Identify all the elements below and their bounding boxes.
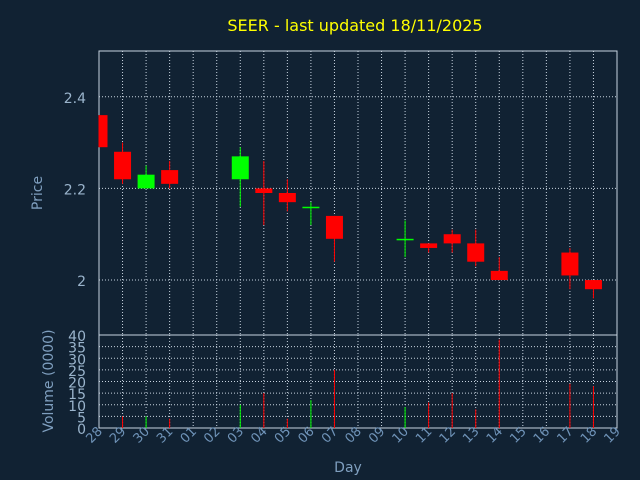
candle-03 — [231, 147, 249, 207]
candle-body — [420, 243, 438, 248]
candle-body — [325, 215, 343, 239]
candle-13 — [467, 229, 485, 267]
candle-18 — [584, 280, 602, 299]
candle-11 — [420, 243, 438, 253]
candle-body — [231, 156, 249, 180]
volume-tick-label: 15 — [68, 387, 86, 403]
candle-10 — [396, 220, 414, 258]
volume-tick-label: 10 — [68, 399, 86, 415]
candle-body — [584, 280, 602, 290]
candle-05 — [278, 179, 296, 212]
candle-17 — [561, 247, 579, 290]
volume-tick-label: 35 — [68, 341, 86, 357]
candle-07 — [325, 215, 343, 262]
volume-axis-label: Volume (0000) — [41, 329, 57, 432]
candle-body — [467, 243, 485, 262]
candle-14 — [490, 257, 508, 281]
volume-bars — [122, 339, 594, 428]
candle-30 — [137, 165, 155, 189]
candle-body — [396, 238, 414, 241]
candle-body — [561, 252, 579, 276]
price-tick-label: 2.4 — [64, 91, 86, 107]
price-tick-label: 2 — [77, 274, 86, 290]
candle-body — [443, 234, 461, 244]
price-tick-labels: 2 2.2 2.4 — [64, 91, 86, 290]
chart-title: SEER - last updated 18/11/2025 — [227, 16, 482, 35]
candle-29 — [114, 142, 132, 184]
candle-28 — [98, 115, 108, 148]
candle-06 — [302, 202, 320, 226]
candle-body — [161, 170, 179, 184]
candle-body — [114, 151, 132, 180]
volume-tick-label: 20 — [68, 376, 86, 392]
candle-body — [255, 188, 273, 193]
volume-tick-label: 5 — [77, 410, 86, 426]
candle-04 — [255, 160, 273, 226]
price-axis-label: Price — [30, 176, 46, 210]
candle-31 — [161, 160, 179, 189]
volume-tick-label: 25 — [68, 364, 86, 380]
day-tick-labels: 28 29 30 31 01 02 03 04 05 06 07 08 09 10 11 12 13 14 15 16… — [84, 424, 624, 446]
price-tick-label: 2.2 — [64, 182, 86, 198]
candle-body — [278, 193, 296, 203]
candle-body — [137, 174, 155, 189]
day-axis-label: Day — [334, 460, 362, 476]
candle-body — [490, 270, 508, 281]
candle-body — [302, 206, 320, 209]
price-candles — [98, 115, 602, 299]
volume-tick-label: 30 — [68, 352, 86, 368]
volume-tick-label: 40 — [68, 329, 86, 345]
volume-tick-label: 0 — [77, 422, 86, 438]
candle-body — [99, 115, 108, 148]
candle-12 — [443, 229, 461, 253]
